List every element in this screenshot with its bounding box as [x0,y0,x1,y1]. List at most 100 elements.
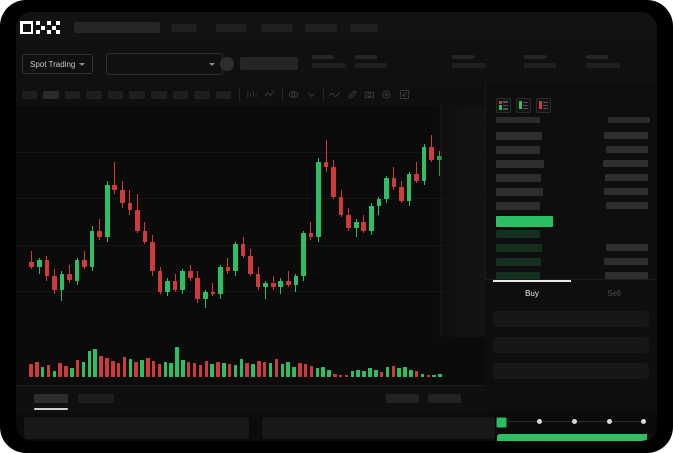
candlestick-chart-icon[interactable] [246,89,257,100]
nav-item-3[interactable] [261,24,293,32]
order-book-row[interactable] [486,244,657,253]
candle [112,106,118,337]
order-book-row[interactable] [486,188,657,197]
submit-buy-button[interactable] [497,434,656,441]
volume-bar [432,374,436,377]
ruler-icon[interactable] [347,89,358,100]
chevron-down-icon [209,62,215,66]
order-book-row[interactable] [486,146,657,155]
volume-bar [344,374,349,377]
volume-bar [70,368,74,377]
order-book-row[interactable] [486,230,657,239]
trading-pair-select[interactable] [106,53,223,75]
volume-bar [274,358,279,377]
total-field[interactable] [493,363,649,379]
bottom-panel-left[interactable] [24,417,249,439]
timeframe-button-6[interactable] [129,91,145,99]
bottom-right-tab-2[interactable] [428,394,461,403]
nav-item-5[interactable] [350,24,378,32]
ticker-stat-1-label [312,55,334,59]
slider-stop-75[interactable] [607,419,612,424]
orderbook-view-both-icon[interactable] [496,98,511,113]
price-field[interactable] [493,311,649,327]
candle [293,106,299,337]
timeframe-button-3[interactable] [65,91,80,99]
amount-field[interactable] [493,337,649,353]
bottom-tab-1[interactable] [34,394,68,403]
nav-item-1[interactable] [171,24,197,32]
timeframe-button-2[interactable] [43,91,59,99]
candle [157,106,163,337]
candle [270,106,276,337]
ticker-stat-5 [586,55,622,68]
bottom-tab-2[interactable] [78,394,114,403]
timeframe-button-4[interactable] [86,91,102,99]
orderbook-view-asks-icon[interactable] [536,98,551,113]
okx-logo[interactable] [20,21,64,34]
chevron-down-icon[interactable] [306,89,317,100]
chart-right-overlay [435,106,485,337]
volume-bar [81,362,86,377]
global-search-input[interactable] [74,22,160,33]
order-book-view-toggles [496,98,551,113]
volume-bar [309,366,314,377]
settings-gear-icon[interactable] [381,89,392,100]
fullscreen-icon[interactable] [399,89,410,100]
order-book-row[interactable] [486,272,657,281]
tab-buy[interactable]: Buy [525,289,539,298]
candle [29,106,35,337]
order-book-price-cell [496,258,541,266]
candle [127,106,133,337]
order-book-price-cell [496,244,542,252]
order-book-row[interactable] [486,216,657,227]
tab-sell[interactable]: Sell [607,289,621,298]
ticker-stat-1-value [312,63,346,68]
order-book-row[interactable] [486,160,657,169]
timeframe-button-5[interactable] [108,91,123,99]
candle [361,106,367,337]
volume-bar [368,368,372,377]
nav-item-4[interactable] [305,24,337,32]
coin-avatar [220,57,234,71]
volume-bar [268,363,273,377]
camera-icon[interactable] [364,89,375,100]
volume-bar [128,358,133,377]
indicator-icon[interactable] [264,89,275,100]
timeframe-button-9[interactable] [194,91,210,99]
line-chart-icon[interactable] [329,89,340,100]
slider-stop-50[interactable] [572,419,577,424]
order-book-price-cell [496,132,542,140]
spot-trading-mode-button[interactable]: Spot Trading [22,54,94,74]
bottom-panel-center[interactable] [262,417,495,439]
slider-stop-25[interactable] [537,419,542,424]
candle [346,106,351,337]
candle [368,106,374,337]
order-book-row[interactable] [486,202,657,211]
candle [376,106,382,337]
bottom-tab-bar [16,385,485,414]
order-book-amount-cell [606,146,648,153]
volume-bar [303,364,308,377]
order-book-row[interactable] [486,258,657,267]
chart-gridline [16,291,485,292]
slider-stop-100[interactable] [641,419,646,424]
timeframe-button-1[interactable] [22,91,37,99]
volume-bar [356,369,360,377]
bottom-right-tab-1[interactable] [386,394,419,403]
timeframe-button-8[interactable] [173,91,188,99]
chart-gridline [16,198,485,199]
compare-icon[interactable] [288,89,299,100]
price-candlestick-chart[interactable] [16,106,485,337]
candle [301,106,306,337]
candle [202,106,208,337]
timeframe-button-7[interactable] [151,91,167,99]
orderbook-view-bids-icon[interactable] [516,98,531,113]
amount-percent-slider[interactable] [496,416,646,428]
volume-bar [239,358,244,377]
timeframe-button-10[interactable] [216,91,231,99]
slider-handle[interactable] [496,417,507,428]
nav-item-2[interactable] [216,24,246,32]
order-book-row[interactable] [486,132,657,141]
order-book-row[interactable] [486,174,657,183]
volume-bar [374,369,378,377]
